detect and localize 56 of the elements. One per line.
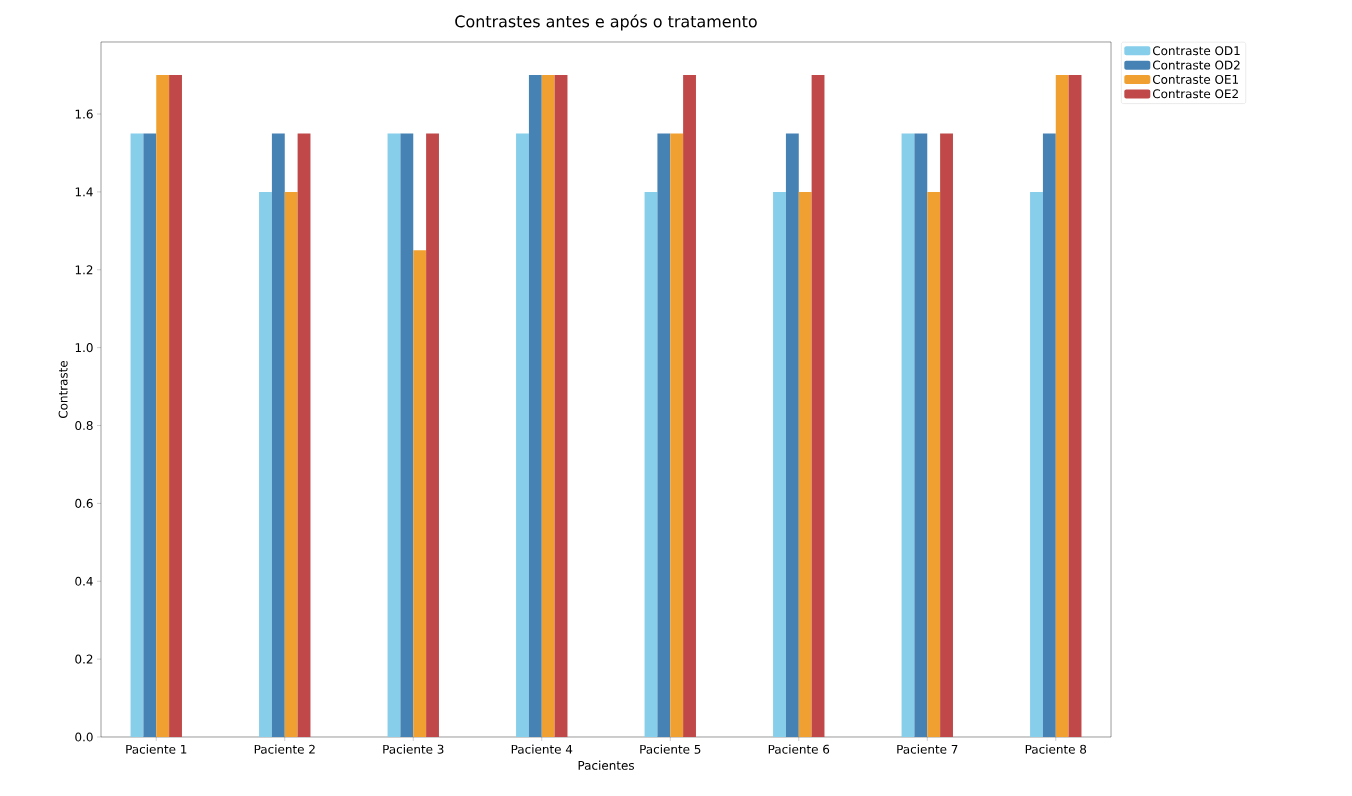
bar <box>541 75 555 737</box>
bar <box>914 133 928 737</box>
y-tick-label: 0.4 <box>75 576 93 586</box>
bar <box>297 133 311 737</box>
x-tick-label: Paciente 5 <box>640 744 701 754</box>
legend-label: Contraste OD2 <box>1152 60 1240 70</box>
bar <box>400 133 414 737</box>
bar <box>554 75 568 737</box>
bar <box>387 133 401 737</box>
bar <box>426 133 439 737</box>
x-tick-label: Paciente 2 <box>254 744 315 754</box>
x-tick-label: Paciente 4 <box>511 744 573 754</box>
y-tick-label: 1.0 <box>75 343 93 353</box>
bar <box>516 133 529 737</box>
bar <box>1068 75 1082 737</box>
y-tick-label: 1.6 <box>75 109 93 119</box>
bar <box>644 191 658 737</box>
x-tick-label: Paciente 7 <box>897 744 958 754</box>
y-tick-label: 0.8 <box>75 420 93 431</box>
x-axis-title: Pacientes <box>578 760 634 770</box>
x-tick-label: Paciente 8 <box>1025 744 1087 754</box>
bar <box>773 191 786 737</box>
chart-title: Contrastes antes e após o tratamento <box>455 14 757 31</box>
y-tick-label: 0.6 <box>75 498 93 508</box>
bar <box>130 133 144 737</box>
bar <box>259 191 272 737</box>
bar <box>785 133 799 737</box>
bar <box>927 191 941 737</box>
bar <box>169 75 182 737</box>
bar <box>1055 75 1069 737</box>
bar <box>284 191 298 737</box>
x-tick-label: Paciente 6 <box>768 744 830 754</box>
bar <box>156 75 170 737</box>
bar <box>901 133 915 737</box>
bar <box>657 133 671 737</box>
bar <box>271 133 285 737</box>
bar <box>1042 133 1056 737</box>
bar <box>1030 191 1043 737</box>
bar <box>940 133 953 737</box>
legend-label: Contraste OE2 <box>1152 89 1238 99</box>
bar <box>143 133 157 737</box>
y-tick-label: 0.2 <box>75 654 93 664</box>
legend-label: Contraste OD1 <box>1152 46 1240 56</box>
x-tick-label: Paciente 1 <box>126 744 187 754</box>
y-tick-label: 1.4 <box>75 187 93 197</box>
bar <box>528 75 542 737</box>
bar <box>683 75 696 737</box>
y-axis-title: Contraste <box>58 360 68 419</box>
y-tick-label: 1.2 <box>75 265 93 275</box>
legend-label: Contraste OE1 <box>1152 74 1238 84</box>
bar <box>670 133 684 737</box>
x-tick-label: Paciente 3 <box>383 744 444 754</box>
bar <box>798 191 812 737</box>
y-tick-label: 0.0 <box>75 732 93 742</box>
bar <box>811 75 825 737</box>
bar <box>413 250 427 737</box>
